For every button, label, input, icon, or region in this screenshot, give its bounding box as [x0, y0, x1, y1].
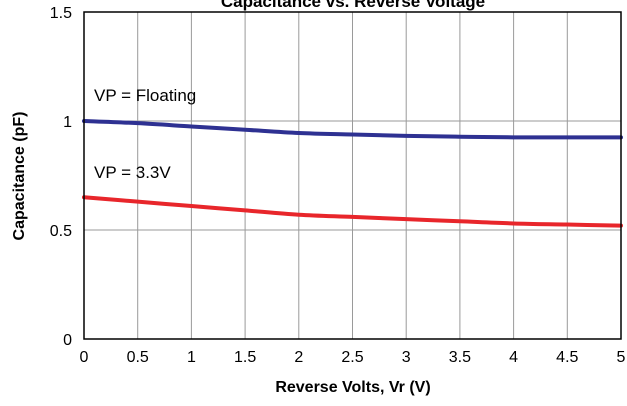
series-layer — [82, 119, 623, 228]
series-labels: VP = Floating VP = 3.3V — [94, 86, 196, 182]
y-tick-label: 1 — [63, 114, 72, 131]
x-tick-label: 0 — [80, 349, 89, 366]
series-label-floating: VP = Floating — [94, 86, 196, 105]
x-tick-label: 3 — [402, 349, 411, 366]
x-tick-label: 0.5 — [127, 349, 149, 366]
x-tick-label: 1 — [187, 349, 196, 366]
series-line-1 — [82, 195, 623, 228]
y-tick-label: 0 — [63, 332, 72, 349]
chart-title: Capacitance vs. Reverse Voltage — [221, 0, 485, 11]
x-tick-label: 3.5 — [449, 349, 471, 366]
series-label-3-3v: VP = 3.3V — [94, 163, 171, 182]
x-tick-label: 2 — [294, 349, 303, 366]
x-tick-label: 4.5 — [556, 349, 578, 366]
x-axis-title: Reverse Volts, Vr (V) — [275, 379, 430, 396]
plot-frame — [83, 11, 622, 340]
y-tick-label: 1.5 — [50, 5, 72, 22]
y-axis-title: Capacitance (pF) — [11, 112, 28, 241]
x-tick-label: 1.5 — [234, 349, 256, 366]
grid — [84, 12, 621, 339]
series-line-0 — [82, 119, 623, 140]
y-tick-labels: 0 0.5 1 1.5 — [50, 5, 72, 349]
x-tick-label: 5 — [617, 349, 626, 366]
x-tick-label: 4 — [509, 349, 518, 366]
x-tick-labels: 0 0.5 1 1.5 2 2.5 3 3.5 4 4.5 5 — [80, 349, 626, 366]
y-tick-label: 0.5 — [50, 223, 72, 240]
x-tick-label: 2.5 — [341, 349, 363, 366]
